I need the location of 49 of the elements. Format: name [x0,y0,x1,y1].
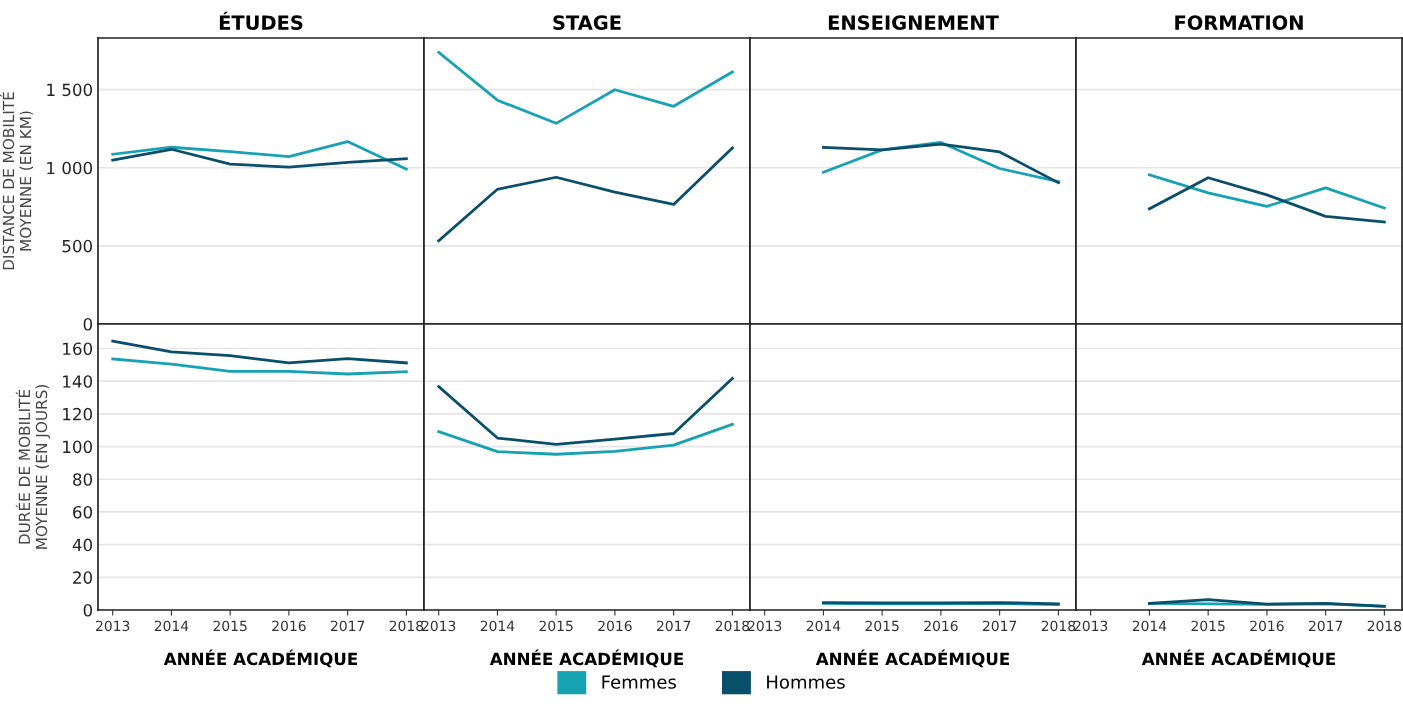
y-tick-label: 1 000 [47,161,93,175]
y-tick-label: 40 [72,538,93,552]
x-tick-label: 2014 [1132,620,1167,632]
x-tick-label: 2013 [748,620,782,632]
chart-title: STAGE [553,15,621,30]
x-tick-label: 2015 [865,620,899,632]
y-tick-label: 120 [63,407,93,421]
y-tick-label: 500 [62,239,93,253]
x-tick-label: 2013 [96,620,130,632]
x-tick-label: 2017 [656,620,691,632]
legend-label: Hommes [767,675,845,689]
x-tick-label: 2016 [1250,620,1284,632]
chart-title: ENSEIGNEMENT [828,15,999,30]
y-tick-label: 0 [83,317,93,331]
x-tick-label: 2018 [715,620,750,632]
y-tick-label: 80 [73,473,93,486]
x-axis-title: ANNÉE ACADÉMIQUE [163,649,358,668]
chart-title: ÉTUDES [219,11,303,30]
chart-title: FORMATION [1175,15,1303,30]
x-tick-label: 2016 [598,620,632,632]
y-tick-label: 140 [63,375,93,388]
x-tick-label: 2015 [539,620,573,632]
x-tick-label: 2017 [982,620,1017,632]
x-tick-label: 2014 [480,620,515,632]
x-tick-label: 2015 [213,620,247,632]
y-axis-title: DURÉE DE MOBILITÉ MOYENNE (EN JOURS) [15,385,51,549]
y-tick-label: 100 [63,440,93,454]
x-tick-label: 2018 [389,620,424,632]
x-axis-title: ANNÉE ACADÉMIQUE [489,649,684,668]
y-tick-label: 20 [73,571,93,584]
x-tick-label: 2017 [330,620,365,632]
y-tick-label: 1 500 [47,83,93,97]
y-tick-label: 160 [63,342,93,356]
x-tick-label: 2018 [1041,620,1076,632]
x-tick-label: 2013 [422,620,456,632]
x-tick-label: 2013 [1074,620,1108,632]
x-tick-label: 2014 [154,620,189,632]
x-tick-label: 2016 [272,620,306,632]
x-axis-title: ANNÉE ACADÉMIQUE [815,649,1010,668]
x-tick-label: 2018 [1367,620,1402,632]
x-tick-label: 2017 [1308,620,1343,632]
x-tick-label: 2016 [924,620,958,632]
y-axis-title: DISTANCE DE MOBILITÉ MOYENNE (EN KM) [0,92,34,270]
x-tick-label: 2014 [806,620,841,632]
x-tick-label: 2015 [1191,620,1225,632]
y-tick-label: 60 [73,505,93,519]
y-tick-label: 0 [83,603,93,617]
legend-label: Femmes [602,675,676,689]
x-axis-title: ANNÉE ACADÉMIQUE [1141,649,1336,668]
